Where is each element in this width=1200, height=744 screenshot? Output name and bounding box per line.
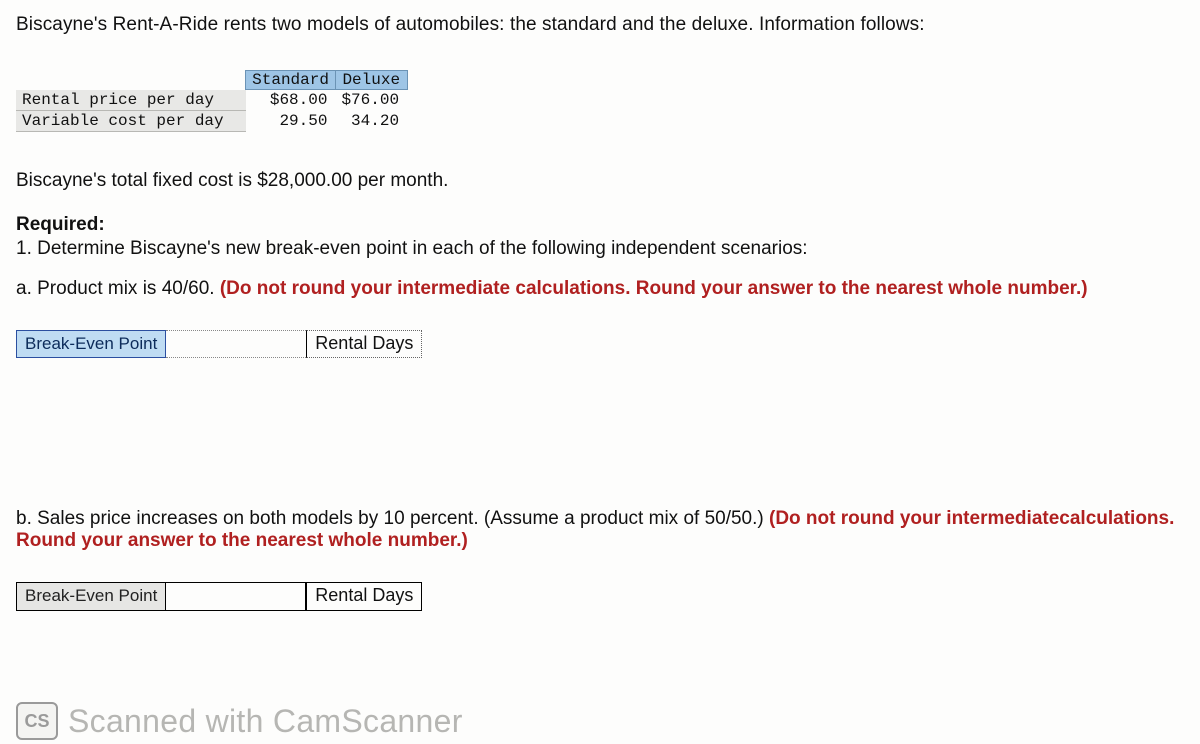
break-even-input-b[interactable] [166, 582, 306, 611]
part-b-text: b. Sales price increases on both models … [16, 508, 1184, 552]
fixed-cost-text: Biscayne's total fixed cost is $28,000.0… [16, 170, 1184, 192]
part-b-prefix: b. Sales price increases on both models … [16, 508, 769, 529]
part-a-instruction: (Do not round your intermediate calculat… [220, 278, 1088, 299]
col-header-standard: Standard [246, 71, 336, 90]
row-label: Variable cost per day [16, 110, 246, 131]
camscanner-text: Scanned with CamScanner [68, 703, 463, 740]
rental-days-label-b: Rental Days [306, 582, 422, 611]
cell-deluxe-price: $76.00 [335, 90, 407, 111]
part-a-prefix: a. Product mix is 40/60. [16, 278, 220, 299]
col-header-deluxe: Deluxe [335, 71, 407, 90]
part-a-text: a. Product mix is 40/60. (Do not round y… [16, 278, 1184, 300]
break-even-input-a[interactable] [166, 330, 306, 359]
cell-standard-price: $68.00 [246, 90, 336, 111]
camscanner-badge-icon: CS [16, 702, 58, 740]
break-even-label-a: Break-Even Point [16, 330, 166, 359]
required-heading: Required: [16, 214, 1184, 236]
cell-deluxe-varcost: 34.20 [335, 110, 407, 131]
part-b-answer-row: Break-Even Point Rental Days [16, 582, 1184, 611]
break-even-label-b: Break-Even Point [16, 582, 166, 611]
row-label: Rental price per day [16, 90, 246, 111]
part-a-answer-row: Break-Even Point Rental Days [16, 330, 1184, 359]
camscanner-watermark: CS Scanned with CamScanner [16, 702, 463, 740]
required-item-1: 1. Determine Biscayne's new break-even p… [16, 238, 1184, 260]
cell-standard-varcost: 29.50 [246, 110, 336, 131]
intro-text: Biscayne's Rent-A-Ride rents two models … [16, 14, 1184, 36]
rental-days-label-a: Rental Days [306, 330, 422, 359]
pricing-table: Standard Deluxe Rental price per day $68… [16, 70, 408, 132]
table-row: Variable cost per day 29.50 34.20 [16, 110, 407, 131]
table-row: Rental price per day $68.00 $76.00 [16, 90, 407, 111]
